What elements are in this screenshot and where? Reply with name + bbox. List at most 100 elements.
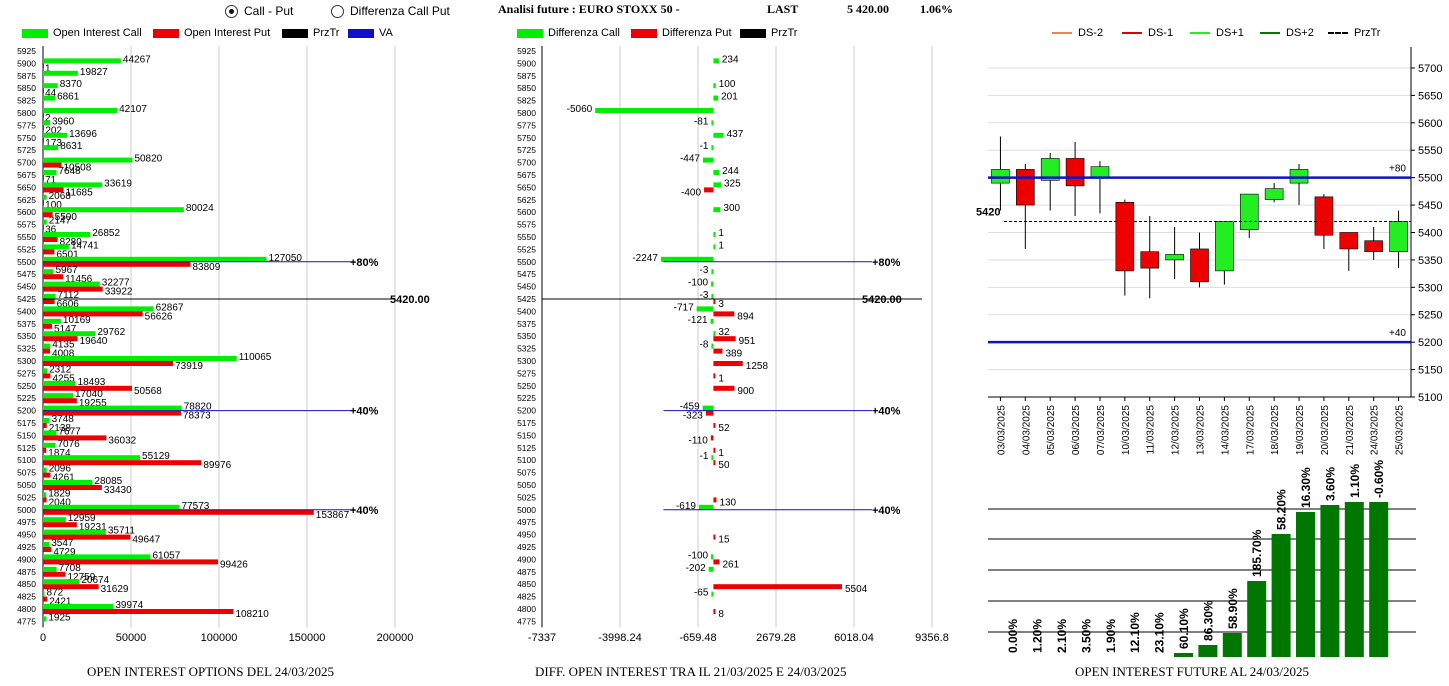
put-value-label: 19640 — [80, 336, 108, 347]
diff-put-label: 130 — [719, 497, 736, 508]
call-bar — [43, 306, 154, 312]
strike-label: 5200 — [17, 406, 36, 416]
strike-label: 5625 — [517, 195, 536, 205]
oi-bar — [1222, 633, 1242, 657]
diff-put-label: 3 — [718, 299, 724, 310]
put-bar — [43, 261, 191, 267]
chart2-title: DIFF. OPEN INTEREST TRA IL 21/03/2025 E … — [535, 664, 847, 679]
strike-label: 5475 — [517, 269, 536, 279]
put-value-label: 8280 — [60, 237, 83, 248]
radio-selected-icon — [225, 4, 238, 18]
call-bar — [43, 504, 180, 510]
strike-label: 5550 — [517, 232, 536, 242]
oi-percent-label: 58.20% — [1275, 489, 1289, 530]
strike-label: 5850 — [17, 83, 36, 93]
candle-body — [1140, 251, 1160, 269]
date-label: 11/03/2025 — [1146, 405, 1157, 455]
put-value-label: 4008 — [52, 349, 75, 360]
y-tick-label: 5350 — [1418, 255, 1442, 267]
diff-call-label: 234 — [722, 54, 739, 65]
diff-put-label: 8 — [718, 609, 724, 620]
strike-label: 5900 — [17, 58, 36, 68]
diff-put-label: 951 — [739, 336, 756, 347]
ds-label: +80 — [1389, 164, 1406, 175]
put-bar — [43, 398, 77, 404]
strike-label: 5450 — [17, 282, 36, 292]
diff-call-bar — [713, 232, 716, 237]
strike-label: 4925 — [517, 542, 536, 552]
legend-ds-p2-label: DS+2 — [1286, 27, 1314, 39]
oi-future-chart: 0.00% 1.20% 2.10% 3.50% 1.90% 12.10% 23.10% 60.… — [988, 460, 1416, 657]
put-value-label: 173 — [45, 138, 62, 149]
date-label: 17/03/2025 — [1245, 405, 1256, 455]
put-value-label: 44 — [45, 88, 57, 99]
call-value-label: 13696 — [69, 129, 97, 140]
legend-diff-put-label: Differenza Put — [662, 27, 732, 39]
put-value-label: 78373 — [183, 411, 211, 422]
oi-percent-label: 185.70% — [1250, 529, 1264, 577]
call-value-label: 7112 — [58, 290, 80, 301]
put-bar — [43, 249, 55, 255]
ds-label: +40 — [1389, 328, 1406, 339]
strike-label: 5925 — [17, 46, 36, 56]
strike-label: 5850 — [517, 83, 536, 93]
legend-prztr-3-label: PrzTr — [1354, 27, 1381, 39]
diff-put-bar — [713, 299, 716, 304]
call-bar — [43, 269, 54, 275]
legend-va-label: VA — [379, 27, 393, 39]
call-value-label: 10169 — [63, 315, 91, 326]
put-bar — [43, 323, 53, 329]
legend-ds-m2: DS-2 — [1052, 27, 1103, 39]
call-value-label: 7708 — [59, 563, 82, 574]
put-bar — [43, 237, 58, 242]
y-tick-label: 5200 — [1418, 337, 1442, 349]
va-label: +80% — [350, 257, 379, 269]
strike-label: 4925 — [17, 542, 36, 552]
prztr-label: 5420.00 — [390, 294, 430, 306]
va-label: +80% — [872, 257, 901, 269]
put-value-label: 6606 — [57, 299, 80, 310]
strike-label: 4800 — [17, 604, 36, 614]
candle-body — [1165, 254, 1184, 261]
strike-label: 4950 — [17, 530, 36, 540]
prztr-label: 5420.00 — [862, 294, 902, 306]
diff-call-label: -3 — [700, 290, 709, 301]
strike-label: 5150 — [17, 430, 36, 440]
call-bar — [43, 108, 118, 113]
call-value-label: 44267 — [123, 54, 151, 65]
call-bar — [43, 281, 100, 287]
radio-differenza[interactable]: Differenza Call Put — [331, 4, 450, 18]
diff-call-bar — [698, 504, 714, 510]
x-tick-label: 0 — [40, 632, 46, 644]
strike-label: 5150 — [517, 430, 536, 440]
call-value-label: 3748 — [52, 414, 75, 425]
candle-body — [1264, 188, 1284, 200]
diff-put-label: 389 — [725, 349, 742, 360]
strike-label: 5125 — [17, 443, 36, 453]
put-bar — [43, 497, 47, 503]
call-bar — [43, 393, 73, 399]
strike-label: 5675 — [17, 170, 36, 180]
put-bar — [43, 212, 53, 218]
strike-label: 4825 — [517, 592, 536, 602]
candle-body — [1314, 196, 1334, 236]
put-bar — [43, 385, 132, 391]
call-value-label: 2147 — [49, 216, 72, 227]
legend-oi-call: Open Interest Call — [22, 27, 142, 39]
put-value-label: 2 — [45, 113, 51, 124]
call-bar — [43, 294, 56, 299]
diff-call-label: 1 — [718, 240, 724, 251]
oi-percent-label: 1.10% — [1348, 464, 1362, 498]
diff-call-label: -1 — [700, 451, 709, 462]
put-bar — [43, 224, 44, 230]
diff-call-bar — [595, 108, 714, 113]
legend-ds-m1-label: DS-1 — [1148, 27, 1174, 39]
oi-bar — [1296, 512, 1315, 657]
radio-call-put[interactable]: Call - Put — [225, 4, 293, 18]
call-value-label: 50820 — [134, 154, 162, 165]
oi-bar — [1320, 505, 1340, 657]
put-value-label: 36032 — [108, 435, 136, 446]
candle-body — [1090, 166, 1110, 178]
put-value-label: 56626 — [145, 311, 173, 322]
strike-label: 5350 — [517, 331, 536, 341]
